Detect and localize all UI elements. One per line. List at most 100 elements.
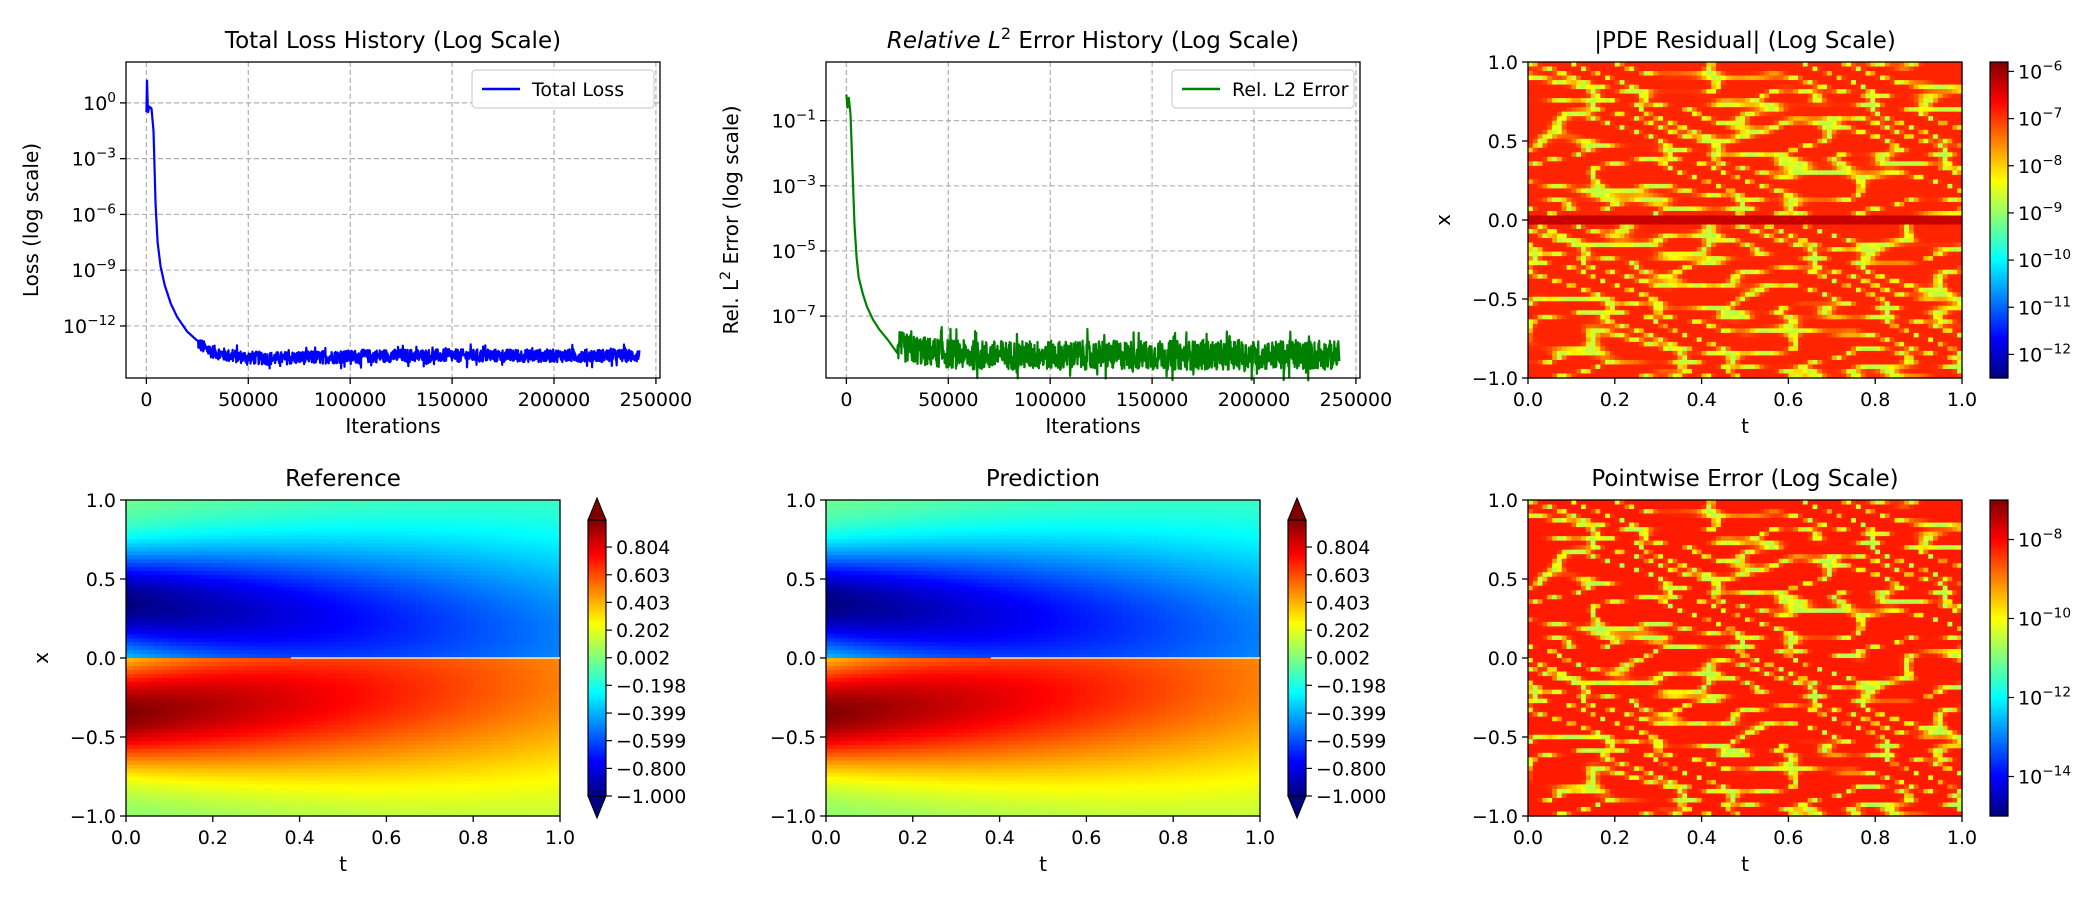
residual-cell (1808, 197, 1813, 202)
residual-cell (1740, 315, 1745, 320)
residual-cell (1639, 193, 1644, 198)
residual-cell (1745, 288, 1750, 293)
residual-cell (1629, 337, 1634, 342)
residual-cell (1759, 301, 1764, 306)
residual-cell (1629, 256, 1634, 261)
residual-cell (1769, 148, 1774, 153)
residual-cell (1591, 346, 1596, 351)
residual-cell (1726, 143, 1731, 148)
residual-cell (1856, 220, 1861, 225)
residual-cell (1856, 206, 1861, 211)
residual-cell (1591, 261, 1596, 266)
residual-cell (1769, 337, 1774, 342)
residual-cell (1779, 315, 1784, 320)
residual-cell (1581, 324, 1586, 329)
residual-cell (1586, 202, 1591, 207)
residual-cell (1605, 130, 1610, 135)
residual-cell (1769, 274, 1774, 279)
residual-cell (1586, 134, 1591, 139)
residual-cell (1832, 220, 1837, 225)
residual-cell (1639, 98, 1644, 103)
residual-cell (1764, 315, 1769, 320)
residual-cell (1591, 265, 1596, 270)
residual-cell (1803, 270, 1808, 275)
residual-cell (1547, 98, 1552, 103)
residual-cell (1552, 121, 1557, 126)
residual-cell (1552, 337, 1557, 342)
residual-cell (1721, 351, 1726, 356)
residual-cell (1788, 369, 1793, 374)
residual-cell (1769, 166, 1774, 171)
residual-cell (1624, 328, 1629, 333)
residual-cell (1740, 360, 1745, 365)
residual-cell (1817, 134, 1822, 139)
residual-cell (1673, 261, 1678, 266)
residual-cell (1822, 179, 1827, 184)
residual-cell (1533, 107, 1538, 112)
residual-cell (1634, 76, 1639, 81)
residual-cell (1779, 211, 1784, 216)
residual-cell (1547, 107, 1552, 112)
residual-cell (1861, 211, 1866, 216)
residual-cell (1726, 238, 1731, 243)
residual-cell (1827, 234, 1832, 239)
residual-cell (1846, 364, 1851, 369)
residual-cell (1731, 193, 1736, 198)
residual-cell (1639, 179, 1644, 184)
residual-cell (1562, 355, 1567, 360)
residual-cell (1668, 315, 1673, 320)
residual-cell (1706, 292, 1711, 297)
residual-cell (1827, 360, 1832, 365)
residual-cell (1586, 292, 1591, 297)
residual-cell (1634, 197, 1639, 202)
residual-cell (1596, 243, 1601, 248)
residual-cell (1687, 319, 1692, 324)
residual-cell (1576, 112, 1581, 117)
residual-cell (1779, 247, 1784, 252)
residual-cell (1571, 247, 1576, 252)
residual-cell (1571, 337, 1576, 342)
residual-cell (1615, 62, 1620, 67)
residual-cell (1817, 220, 1822, 225)
residual-cell (1755, 206, 1760, 211)
residual-cell (1750, 94, 1755, 99)
residual-cell (1851, 67, 1856, 72)
residual-cell (1538, 152, 1543, 157)
residual-cell (1827, 179, 1832, 184)
residual-cell (1822, 98, 1827, 103)
residual-cell (1721, 238, 1726, 243)
residual-cell (1610, 170, 1615, 175)
residual-cell (1552, 355, 1557, 360)
residual-cell (1624, 364, 1629, 369)
residual-cell (1702, 243, 1707, 248)
residual-cell (1851, 143, 1856, 148)
residual-cell (1610, 103, 1615, 108)
residual-cell (1813, 89, 1818, 94)
residual-cell (1673, 188, 1678, 193)
residual-cell (1856, 179, 1861, 184)
residual-cell (1837, 148, 1842, 153)
residual-cell (1827, 319, 1832, 324)
residual-cell (1596, 188, 1601, 193)
residual-cell (1817, 292, 1822, 297)
residual-cell (1817, 337, 1822, 342)
residual-cell (1861, 98, 1866, 103)
residual-cell (1764, 179, 1769, 184)
residual-cell (1822, 360, 1827, 365)
residual-cell (1528, 319, 1533, 324)
residual-cell (1547, 148, 1552, 153)
residual-cell (1687, 71, 1692, 76)
residual-cell (1600, 256, 1605, 261)
residual-cell (1851, 297, 1856, 302)
residual-cell (1755, 315, 1760, 320)
residual-cell (1735, 76, 1740, 81)
residual-cell (1817, 179, 1822, 184)
residual-cell (1798, 369, 1803, 374)
residual-cell (1817, 107, 1822, 112)
residual-cell (1668, 188, 1673, 193)
residual-cell (1600, 202, 1605, 207)
residual-cell (1817, 152, 1822, 157)
residual-cell (1740, 94, 1745, 99)
residual-cell (1861, 292, 1866, 297)
residual-cell (1591, 229, 1596, 234)
